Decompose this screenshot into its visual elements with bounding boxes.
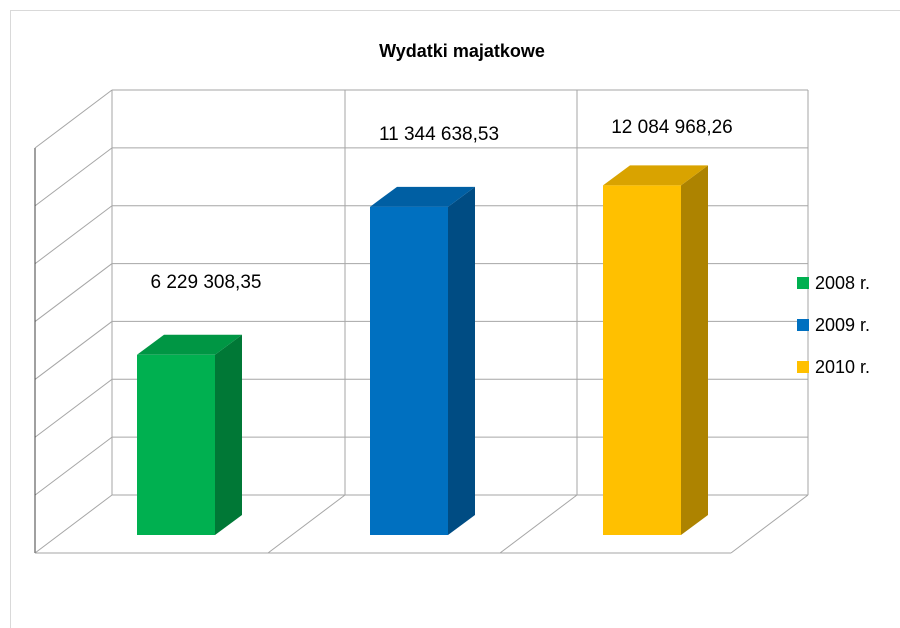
side-grid-line [34,494,113,554]
floor-right [730,494,809,554]
legend-label: 2010 r. [815,357,870,377]
side-grid-line [34,321,113,380]
bar-side [448,186,475,536]
side-grid-line [34,436,113,496]
value-label: 11 344 638,53 [379,124,499,145]
side-grid-line [34,147,113,207]
chart-title: Wydatki majatkowe [379,41,545,61]
value-label: 12 084 968,26 [611,117,733,138]
floor-divider [499,494,578,554]
side-grid-line [34,89,113,149]
bar [137,354,215,535]
legend-label: 2009 r. [815,315,870,335]
legend-label: 2008 r. [815,273,870,293]
side-grid-line [34,205,113,265]
bar [603,185,681,535]
bar-side [681,165,708,535]
bar-top [137,334,242,355]
value-label: 6 229 308,35 [151,272,262,293]
legend-swatch [797,361,809,373]
legend-swatch [797,319,809,331]
chart-border [10,10,900,628]
side-grid-line [34,378,113,438]
floor-divider [267,494,346,554]
side-grid-line [34,263,113,322]
bar-top [603,165,708,186]
bar-side [215,334,242,535]
bar-top [370,186,475,207]
legend-swatch [797,277,809,289]
bar [370,206,448,536]
